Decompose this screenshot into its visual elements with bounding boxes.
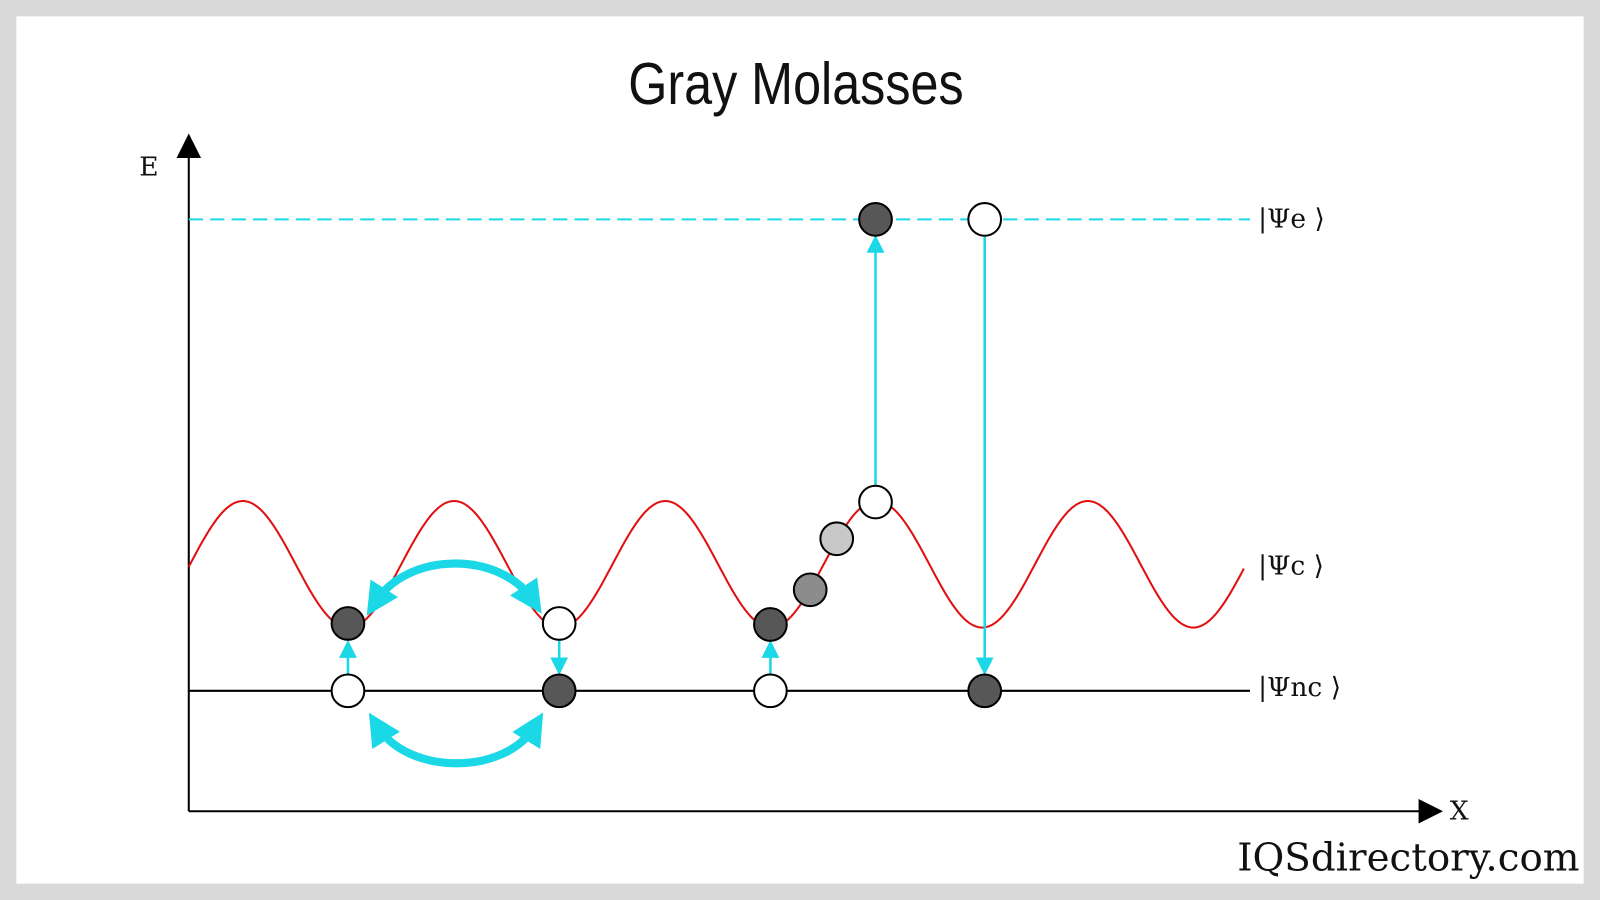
state-label: |Ψnc ⟩ (1258, 672, 1341, 703)
cycle-arrows (366, 559, 544, 768)
x-axis-label: X (1450, 795, 1469, 826)
y-axis-label: E (139, 152, 158, 183)
panel (16, 16, 1584, 884)
state-label: |Ψe ⟩ (1258, 204, 1325, 235)
transition-arrows (339, 234, 994, 676)
title: Gray Molasses (628, 50, 963, 117)
watermark: IQSdirectory.com (1237, 835, 1579, 880)
atoms (330, 202, 1003, 709)
state-label: |Ψc ⟩ (1258, 550, 1324, 581)
